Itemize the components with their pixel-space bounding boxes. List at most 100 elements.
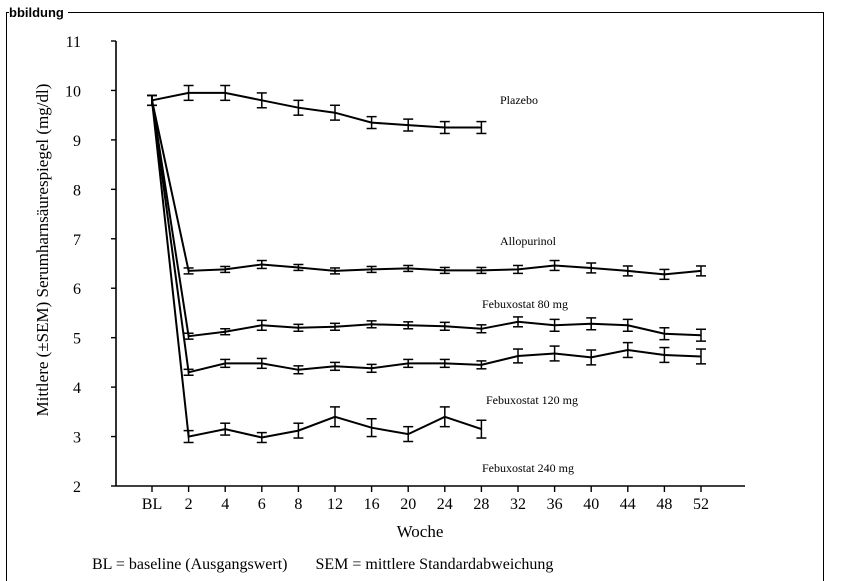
data-point (183, 84, 194, 102)
data-point (330, 322, 340, 331)
data-point (220, 328, 231, 336)
data-point (696, 348, 706, 365)
data-point (183, 368, 194, 376)
data-point (439, 321, 450, 331)
data-point (220, 358, 231, 369)
data-point (476, 266, 487, 275)
x-tick-label: 4 (221, 496, 229, 513)
series-line (151, 100, 702, 374)
data-point (403, 118, 414, 132)
data-point (366, 115, 377, 130)
data-point (403, 358, 414, 369)
data-point (586, 349, 597, 366)
data-point (586, 262, 597, 274)
data-point (183, 332, 194, 340)
data-point (659, 346, 670, 364)
data-point (439, 358, 450, 369)
series-febuxostat-80-mg (147, 94, 706, 342)
data-point (366, 363, 377, 374)
footnote-baseline: BL = baseline (Ausgangswert) (92, 556, 288, 573)
x-tick-label: 12 (327, 496, 343, 513)
data-point (439, 266, 450, 275)
data-point (256, 431, 267, 444)
x-tick-label: BL (142, 496, 162, 513)
data-point (586, 317, 597, 331)
data-point (293, 263, 304, 272)
data-point (439, 120, 450, 135)
x-tick-label: 20 (400, 496, 416, 513)
data-point (220, 84, 231, 102)
series-allopurinol (147, 94, 706, 281)
series-plazebo (147, 84, 487, 135)
data-point (256, 259, 267, 270)
footnote-sem: SEM = mittlere Standardabweichung (315, 556, 554, 573)
data-point (659, 327, 670, 341)
data-point (366, 418, 377, 438)
y-tick-label: 11 (66, 34, 81, 51)
series-line (151, 100, 482, 439)
data-point (403, 321, 414, 330)
x-tick-label: 24 (437, 496, 453, 513)
y-tick-label: 8 (73, 182, 81, 199)
data-point (549, 318, 560, 332)
data-point (183, 429, 194, 444)
y-tick-label: 5 (73, 331, 81, 348)
data-point (439, 406, 450, 428)
x-tick-label: 16 (364, 496, 380, 513)
data-point (659, 268, 670, 281)
data-point (366, 320, 377, 329)
labels-layer: Plazebo Allopurinol Febuxostat 80 mg Febuxo… (482, 93, 578, 475)
series-label: Allopurinol (500, 234, 557, 248)
x-tick-label: 2 (185, 496, 193, 513)
data-point (513, 348, 523, 364)
frame-gap (777, 13, 823, 15)
data-point (330, 406, 340, 428)
x-tick-label: 44 (620, 496, 636, 513)
data-point (696, 265, 706, 277)
data-point (513, 316, 523, 328)
data-point (220, 422, 231, 436)
data-point (183, 267, 194, 275)
data-point (293, 323, 304, 332)
data-point (549, 345, 560, 362)
series-line (151, 91, 482, 129)
data-point (330, 104, 340, 121)
x-tick-label: 36 (547, 496, 563, 513)
footnote: BL = baseline (Ausgangswert) SEM = mittle… (92, 556, 553, 574)
data-point (256, 92, 267, 109)
data-point (696, 328, 706, 342)
x-tick-label: 32 (510, 496, 526, 513)
data-point (256, 319, 267, 331)
y-tick-label: 9 (73, 133, 81, 150)
y-tick-label: 3 (73, 430, 81, 447)
y-tick-label: 4 (73, 380, 81, 397)
series-febuxostat-120-mg (147, 94, 706, 376)
x-tick-label: 8 (294, 496, 302, 513)
series-line (151, 100, 702, 276)
series-layer (147, 84, 706, 444)
data-point (622, 318, 633, 332)
data-point (293, 99, 304, 116)
series-label: Febuxostat 120 mg (486, 393, 578, 407)
data-point (220, 265, 231, 274)
series-febuxostat-240-mg (147, 94, 487, 444)
x-tick-label: 28 (473, 496, 489, 513)
series-label: Plazebo (500, 93, 538, 107)
data-point (403, 264, 414, 273)
data-point (293, 422, 304, 439)
figure-label: bbildung (9, 5, 68, 20)
figure-frame: bbildung (6, 5, 824, 581)
x-tick-label: 52 (693, 496, 709, 513)
data-point (476, 324, 487, 334)
data-point (330, 267, 340, 275)
x-tick-label: 40 (583, 496, 599, 513)
x-axis-label: Woche (397, 522, 444, 541)
data-point (476, 120, 487, 135)
data-point (549, 259, 560, 272)
data-point (622, 341, 633, 359)
data-point (513, 264, 523, 275)
data-point (256, 357, 267, 370)
data-point (476, 419, 487, 439)
y-tick-label: 7 (73, 232, 81, 249)
